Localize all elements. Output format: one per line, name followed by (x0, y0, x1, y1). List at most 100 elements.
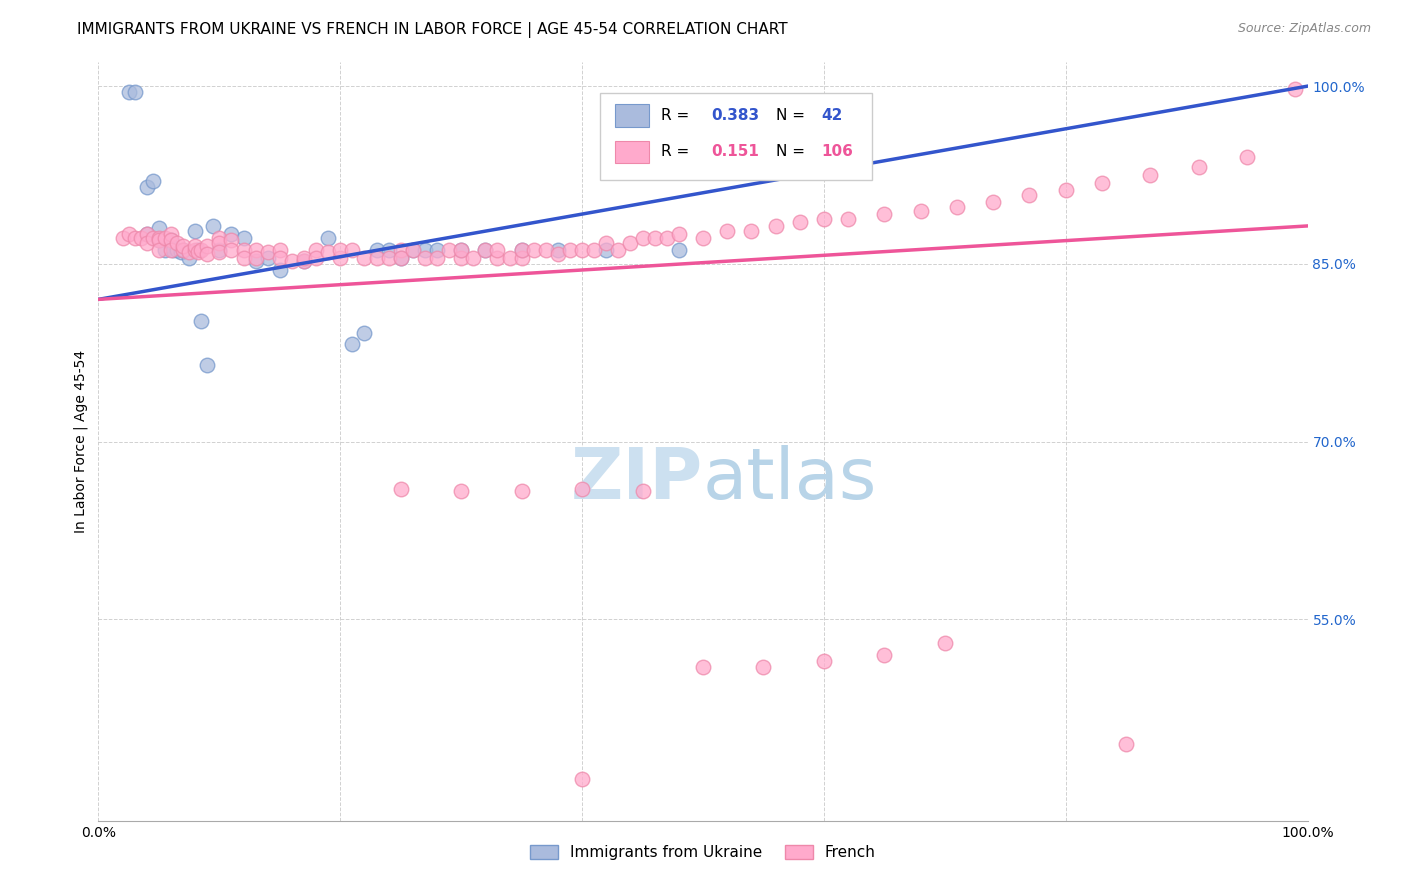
Point (946, 200, 969, 214)
Text: atlas: atlas (703, 445, 877, 514)
Point (510, 243, 533, 257)
Point (655, 231, 678, 245)
Point (389, 251, 412, 265)
Point (135, 179, 157, 194)
Point (160, 227, 183, 242)
Point (463, 251, 485, 265)
Point (837, 211, 859, 226)
Point (644, 231, 666, 245)
Point (765, 219, 787, 233)
Point (256, 251, 278, 265)
Point (166, 243, 188, 257)
Point (245, 254, 267, 268)
Point (353, 251, 375, 265)
Point (148, 231, 170, 245)
Text: R =: R = (661, 108, 693, 123)
Point (583, 243, 606, 257)
Point (292, 254, 315, 268)
Text: 106: 106 (821, 145, 853, 160)
Point (426, 243, 449, 257)
Bar (614, 141, 648, 163)
Text: N =: N = (776, 108, 810, 123)
Text: IMMIGRANTS FROM UKRAINE VS FRENCH IN LABOR FORCE | AGE 45-54 CORRELATION CHART: IMMIGRANTS FROM UKRAINE VS FRENCH IN LAB… (77, 22, 787, 38)
Point (142, 231, 165, 245)
Point (342, 243, 364, 257)
Point (366, 251, 388, 265)
Point (184, 243, 207, 257)
Point (208, 245, 231, 260)
Point (245, 251, 267, 265)
Point (148, 243, 170, 257)
Point (631, 231, 654, 245)
Point (1054, 183, 1077, 197)
Point (437, 243, 460, 257)
Point (124, 231, 146, 245)
Point (1188, 160, 1211, 174)
Point (523, 243, 546, 257)
Point (160, 233, 183, 247)
Y-axis label: In Labor Force | Age 45-54: In Labor Force | Age 45-54 (73, 350, 89, 533)
Text: 0.383: 0.383 (711, 108, 759, 123)
Point (474, 243, 496, 257)
Point (221, 243, 243, 257)
Point (571, 482, 593, 496)
Point (595, 243, 617, 257)
Point (124, 85, 146, 99)
Point (366, 243, 388, 257)
Point (195, 239, 218, 253)
Point (169, 245, 191, 260)
Point (111, 231, 134, 245)
Point (316, 245, 339, 260)
Point (716, 224, 738, 238)
Point (316, 231, 339, 245)
Point (547, 247, 569, 261)
Point (413, 243, 436, 257)
Point (208, 243, 231, 257)
Text: N =: N = (776, 145, 810, 160)
Text: Source: ZipAtlas.com: Source: ZipAtlas.com (1237, 22, 1371, 36)
Point (498, 251, 520, 265)
Point (789, 215, 811, 229)
Point (208, 231, 231, 245)
Point (329, 251, 352, 265)
Point (450, 251, 472, 265)
Point (269, 243, 291, 257)
Point (353, 326, 375, 340)
Point (474, 243, 496, 257)
Point (873, 207, 896, 221)
Point (160, 243, 183, 257)
Point (668, 243, 690, 257)
Point (619, 235, 641, 250)
Point (162, 243, 184, 257)
Point (377, 251, 399, 265)
Point (402, 243, 425, 257)
Point (752, 659, 775, 673)
Point (389, 482, 412, 496)
Point (281, 254, 304, 268)
Point (813, 654, 835, 668)
Point (172, 243, 194, 257)
Point (1284, 81, 1306, 95)
Point (486, 251, 509, 265)
Point (232, 243, 254, 257)
Point (148, 221, 170, 235)
Bar (614, 104, 648, 127)
Legend: Immigrants from Ukraine, French: Immigrants from Ukraine, French (524, 838, 882, 866)
Point (813, 211, 835, 226)
Point (305, 251, 328, 265)
Point (129, 231, 152, 245)
Point (179, 245, 201, 260)
Point (187, 245, 209, 260)
Point (256, 245, 278, 260)
Point (142, 174, 165, 188)
Point (172, 243, 194, 257)
Point (245, 243, 267, 257)
Point (118, 85, 141, 99)
Point (329, 243, 352, 257)
Point (692, 231, 714, 245)
Point (450, 243, 472, 257)
Point (873, 648, 896, 662)
Point (413, 251, 436, 265)
Point (232, 231, 254, 245)
Point (292, 251, 315, 265)
